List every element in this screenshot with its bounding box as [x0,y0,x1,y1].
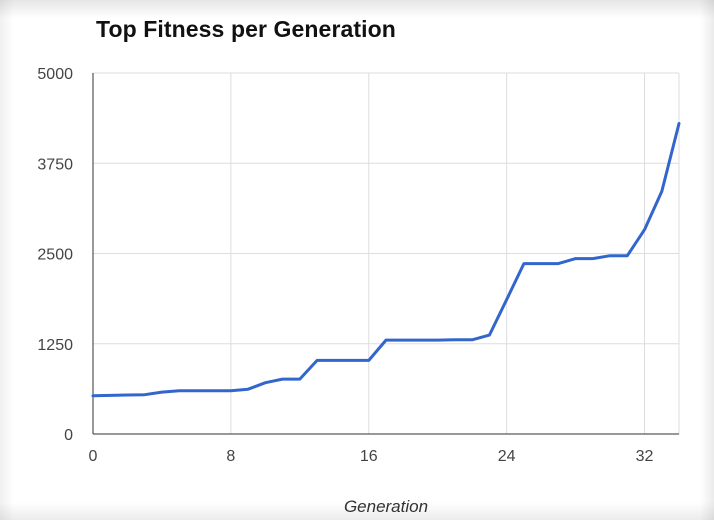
x-axis-ticks: 0 8 16 24 32 [89,448,654,465]
x-tick-label: 24 [498,448,516,465]
y-tick-label: 0 [64,427,73,444]
series-line [91,122,681,398]
x-axis-title: Generation [344,497,428,516]
y-tick-label: 1250 [37,337,73,354]
y-tick-label: 2500 [37,247,73,264]
y-tick-label: 3750 [37,156,73,173]
x-tick-label: 32 [636,448,654,465]
y-axis-ticks: 0 1250 2500 3750 5000 [37,66,73,444]
gridlines [93,72,680,434]
y-tick-label: 5000 [37,66,73,83]
x-tick-label: 8 [226,448,235,465]
chart-title: Top Fitness per Generation [96,16,396,42]
series-group [91,122,681,398]
x-tick-label: 16 [360,448,378,465]
x-tick-label: 0 [89,448,98,465]
